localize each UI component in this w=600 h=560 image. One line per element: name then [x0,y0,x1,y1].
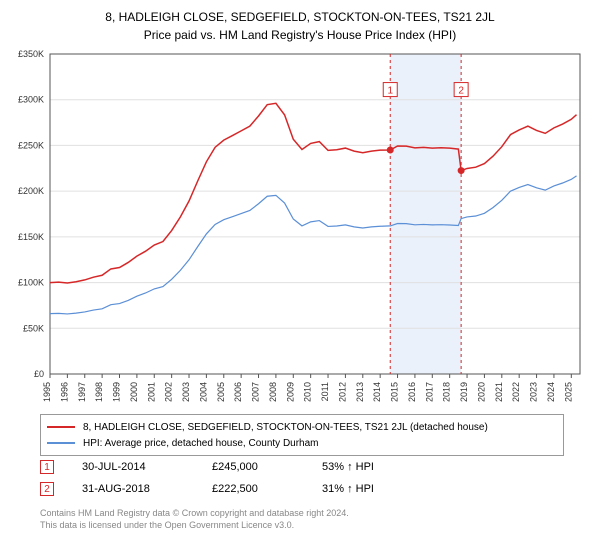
svg-text:£50K: £50K [23,323,44,333]
svg-text:1997: 1997 [77,382,87,402]
title-subtitle: Price paid vs. HM Land Registry's House … [0,24,600,42]
svg-text:2008: 2008 [268,382,278,402]
sale-date-2: 31-AUG-2018 [82,483,212,495]
svg-text:1: 1 [387,86,393,97]
svg-text:2012: 2012 [337,382,347,402]
svg-text:£350K: £350K [18,49,44,59]
sale-row-2: 2 31-AUG-2018 £222,500 31% ↑ HPI [40,478,442,500]
sale-marker-2-num: 2 [44,484,50,495]
svg-text:2015: 2015 [390,382,400,402]
svg-text:£250K: £250K [18,140,44,150]
svg-text:2016: 2016 [407,382,417,402]
svg-text:2: 2 [458,86,464,97]
sale-price-2: £222,500 [212,483,322,495]
sale-pct-2: 31% ↑ HPI [322,483,442,495]
svg-text:£300K: £300K [18,95,44,105]
sale-price-1: £245,000 [212,461,322,473]
legend-item-property: 8, HADLEIGH CLOSE, SEDGEFIELD, STOCKTON-… [47,419,557,435]
svg-text:2018: 2018 [442,382,452,402]
legend-swatch-hpi [47,442,75,444]
svg-text:2003: 2003 [181,382,191,402]
svg-text:£150K: £150K [18,232,44,242]
svg-text:2010: 2010 [303,382,313,402]
sale-marker-2: 2 [40,482,54,496]
legend-label-property: 8, HADLEIGH CLOSE, SEDGEFIELD, STOCKTON-… [83,422,488,433]
sale-row-1: 1 30-JUL-2014 £245,000 53% ↑ HPI [40,456,442,478]
svg-text:2023: 2023 [529,382,539,402]
svg-text:2024: 2024 [546,382,556,402]
legend-item-hpi: HPI: Average price, detached house, Coun… [47,435,557,451]
footer: Contains HM Land Registry data © Crown c… [40,508,349,531]
svg-text:2002: 2002 [164,382,174,402]
footer-line-2: This data is licensed under the Open Gov… [40,520,349,532]
svg-text:1996: 1996 [59,382,69,402]
svg-text:2004: 2004 [198,382,208,402]
svg-text:2017: 2017 [424,382,434,402]
svg-text:£0: £0 [34,369,44,379]
svg-text:2014: 2014 [372,382,382,402]
legend-swatch-property [47,426,75,428]
svg-text:1995: 1995 [42,382,52,402]
svg-text:2013: 2013 [355,382,365,402]
chart-svg: £0 £50K £100K £150K £200K £250K £300K £350K 1995… [0,48,600,408]
svg-text:2025: 2025 [563,382,573,402]
legend: 8, HADLEIGH CLOSE, SEDGEFIELD, STOCKTON-… [40,414,564,456]
sale-marker-1-num: 1 [44,462,50,473]
legend-label-hpi: HPI: Average price, detached house, Coun… [83,438,319,449]
svg-text:£200K: £200K [18,186,44,196]
svg-text:2021: 2021 [494,382,504,402]
chart-area: £0 £50K £100K £150K £200K £250K £300K £350K 1995… [0,48,600,408]
sale-marker-1: 1 [40,460,54,474]
svg-text:2019: 2019 [459,382,469,402]
chart-container: 8, HADLEIGH CLOSE, SEDGEFIELD, STOCKTON-… [0,0,600,560]
sale-date-1: 30-JUL-2014 [82,461,212,473]
sales-table: 1 30-JUL-2014 £245,000 53% ↑ HPI 2 31-AU… [40,456,442,500]
footer-line-1: Contains HM Land Registry data © Crown c… [40,508,349,520]
title-address: 8, HADLEIGH CLOSE, SEDGEFIELD, STOCKTON-… [0,0,600,24]
svg-text:2022: 2022 [511,382,521,402]
svg-text:2007: 2007 [251,382,261,402]
svg-text:2020: 2020 [476,382,486,402]
svg-text:1999: 1999 [112,382,122,402]
svg-text:£100K: £100K [18,278,44,288]
svg-text:1998: 1998 [94,382,104,402]
svg-text:2005: 2005 [216,382,226,402]
svg-text:2001: 2001 [146,382,156,402]
svg-text:2009: 2009 [285,382,295,402]
svg-text:2011: 2011 [320,382,330,401]
sale-pct-1: 53% ↑ HPI [322,461,442,473]
svg-text:2006: 2006 [233,382,243,402]
svg-text:2000: 2000 [129,382,139,402]
